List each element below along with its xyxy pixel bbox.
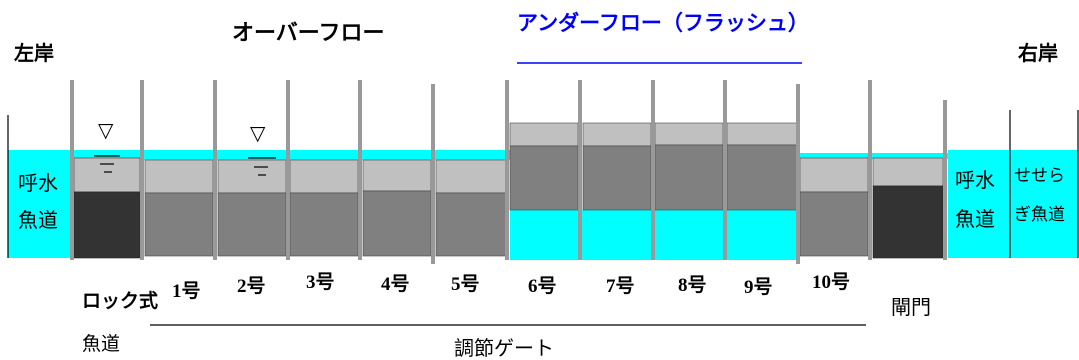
gate-label-2: 2号 — [237, 275, 266, 297]
gate-label-8: 8号 — [678, 274, 707, 296]
gate-7 — [582, 122, 652, 211]
water-level-marker-left: ▽ — [94, 118, 120, 173]
gate-label-3: 3号 — [306, 271, 335, 293]
call-water-fishway-right-line1: 呼水 — [955, 168, 995, 192]
fishway-walls — [7, 110, 1079, 258]
lock-gate-structure — [872, 157, 944, 259]
call-water-fishway-left-line2: 魚道 — [18, 208, 58, 232]
gate-label-1: 1号 — [172, 280, 201, 302]
left-bank-label: 左岸 — [14, 41, 54, 65]
gate-number-labels: 1号 2号 3号 4号 5号 6号 7号 8号 9号 10号 — [172, 271, 850, 302]
water-right-fishway — [948, 150, 1078, 258]
underflow-label: アンダーフロー（フラッシュ） — [517, 11, 809, 35]
gate-5 — [435, 159, 507, 257]
rock-fishway-lower — [73, 191, 141, 259]
call-water-fishway-left-line1: 呼水 — [18, 171, 58, 195]
gate-1 — [144, 159, 214, 257]
piers — [70, 80, 947, 264]
call-water-fishway-right-line2: 魚道 — [955, 207, 995, 231]
right-bank-label: 右岸 — [1018, 41, 1058, 65]
gate-label-9: 9号 — [744, 276, 773, 298]
gate-10 — [799, 157, 869, 257]
gate-label-5: 5号 — [451, 273, 480, 295]
rock-fishway-upper — [73, 157, 141, 193]
svg-text:▽: ▽ — [250, 121, 266, 145]
svg-text:▽: ▽ — [98, 118, 114, 142]
water-left-band — [74, 150, 510, 160]
gate-2 — [217, 159, 287, 257]
gate-6 — [509, 122, 579, 211]
lock-gate-label: 閘門 — [891, 295, 931, 319]
water-left-fishway — [8, 150, 74, 258]
gate-label-4: 4号 — [381, 273, 410, 295]
gate-label-7: 7号 — [606, 275, 635, 297]
gate-3 — [289, 159, 359, 257]
control-gates-label: 調節ゲート — [454, 336, 554, 360]
rock-fishway-label-line2: 魚道 — [82, 333, 120, 355]
gate-label-6: 6号 — [528, 275, 557, 297]
gate-8 — [654, 122, 724, 211]
gate-label-10: 10号 — [812, 271, 850, 293]
water-level-marker-right: ▽ — [248, 121, 276, 176]
rock-fishway-label-line1: ロック式 — [82, 289, 158, 312]
gate-4 — [362, 159, 432, 257]
overflow-label: オーバーフロー — [232, 21, 384, 46]
gate-9 — [726, 122, 798, 211]
seseragi-fishway-line2: ぎ魚道 — [1014, 205, 1065, 225]
water-right-band — [798, 153, 948, 159]
seseragi-fishway-line1: せせら — [1014, 166, 1065, 186]
